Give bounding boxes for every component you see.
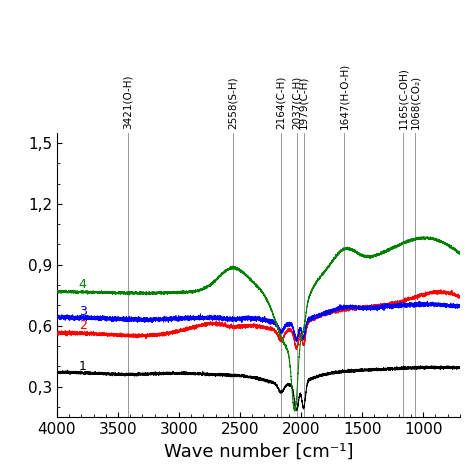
Text: 1165(C-OH): 1165(C-OH) <box>398 67 408 128</box>
Text: 1: 1 <box>79 360 87 374</box>
Text: 1647(H-O-H): 1647(H-O-H) <box>339 63 349 128</box>
Text: 1979(C-H): 1979(C-H) <box>299 75 309 128</box>
X-axis label: Wave number [cm⁻¹]: Wave number [cm⁻¹] <box>164 443 353 461</box>
Text: 2558(S-H): 2558(S-H) <box>228 76 238 128</box>
Text: 2: 2 <box>79 319 87 332</box>
Text: 2037(C-H): 2037(C-H) <box>292 75 301 128</box>
Text: 3: 3 <box>79 304 87 318</box>
Text: 3421(O-H): 3421(O-H) <box>123 74 133 128</box>
Text: 1068(CO₂): 1068(CO₂) <box>410 74 420 128</box>
Text: 4: 4 <box>79 278 87 291</box>
Text: 2164(C-H): 2164(C-H) <box>276 75 286 128</box>
